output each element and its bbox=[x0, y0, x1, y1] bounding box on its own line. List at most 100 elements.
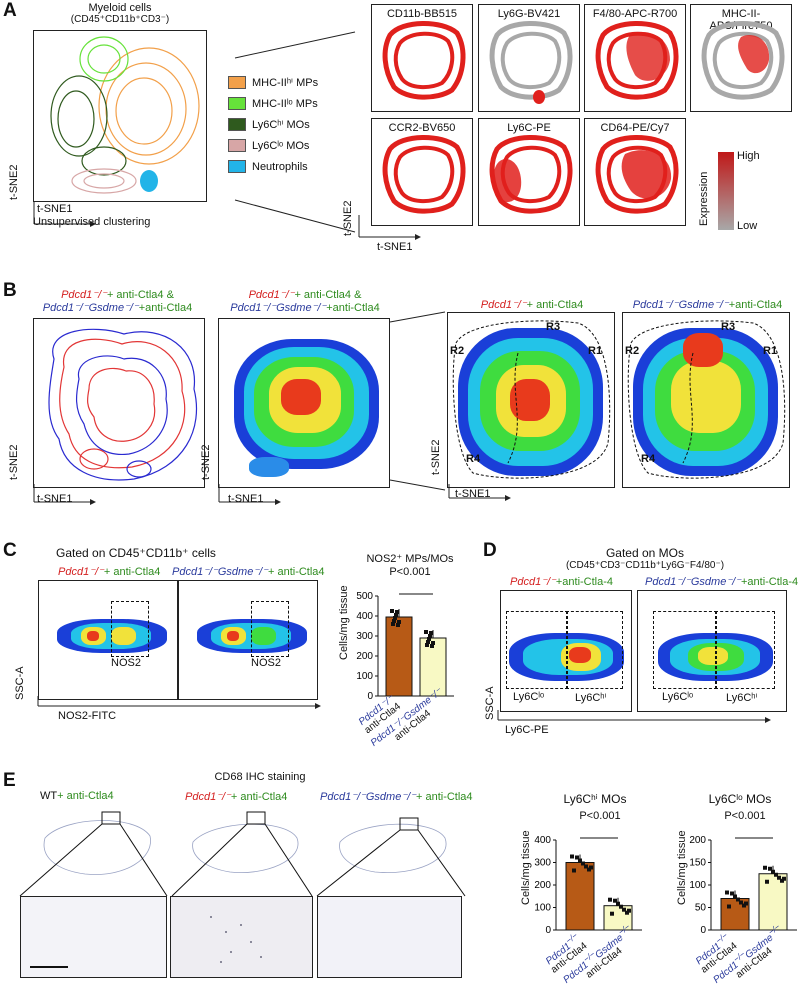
data-point bbox=[613, 898, 617, 903]
y-tick-label: 400 bbox=[534, 835, 551, 846]
data-point bbox=[733, 894, 737, 899]
nos2-ylabel: SSC-A bbox=[14, 666, 26, 700]
data-point bbox=[391, 622, 395, 626]
panel-label-a: A bbox=[3, 0, 17, 21]
marker-cloud bbox=[489, 21, 573, 100]
data-point bbox=[739, 900, 743, 905]
legend-item: Ly6Cˡᵒ MOs bbox=[228, 135, 318, 156]
marker-title: F4/80-APC-R700 bbox=[592, 8, 678, 20]
data-point bbox=[725, 890, 729, 895]
data-point bbox=[570, 854, 574, 859]
marker-cloud bbox=[595, 21, 679, 100]
overlay-tsne-plot bbox=[33, 318, 205, 488]
data-point bbox=[581, 861, 585, 866]
marker-hotspot bbox=[621, 150, 672, 199]
y-tick-label: 400 bbox=[356, 611, 373, 622]
marker-title: Ly6G-BV421 bbox=[497, 8, 561, 20]
ly6c-flow-plot-1: Ly6Cˡᵒ Ly6Cʰⁱ bbox=[500, 590, 632, 712]
data-point bbox=[427, 637, 431, 641]
bar bbox=[385, 616, 413, 697]
data-point bbox=[619, 904, 623, 909]
panel-a-ylabel: t-SNE2 bbox=[8, 164, 20, 200]
panel-c-plot2-title: Pdcd1⁻/⁻Gsdme⁻/⁻+ anti-Ctla4 bbox=[172, 566, 325, 578]
heat-xlabel: t-SNE1 bbox=[228, 493, 264, 505]
nos2-flow-plot-1: NOS2 bbox=[38, 580, 178, 700]
data-point bbox=[584, 864, 588, 869]
data-point bbox=[622, 907, 626, 912]
marker-cloud bbox=[382, 21, 466, 100]
data-point bbox=[395, 610, 399, 614]
nos2-bar-ylabel: Cells/mg tissue bbox=[338, 585, 350, 660]
data-point bbox=[572, 868, 576, 873]
data-point bbox=[394, 613, 398, 617]
overlay-ylabel: t-SNE2 bbox=[8, 444, 20, 480]
ly6clo-pvalue: P<0.001 bbox=[724, 810, 766, 822]
zoom-lines-b bbox=[389, 311, 446, 491]
data-point bbox=[774, 872, 778, 877]
data-point bbox=[396, 623, 400, 627]
data-point bbox=[768, 866, 772, 871]
ly6c-hi-label: Ly6Cʰⁱ bbox=[726, 692, 758, 704]
marker-cloud bbox=[393, 145, 455, 204]
data-point bbox=[744, 901, 748, 906]
y-tick-label: 100 bbox=[689, 880, 706, 891]
y-tick-label: 500 bbox=[356, 591, 373, 602]
ihc-overview-row bbox=[19, 811, 466, 897]
marker-hotspot bbox=[626, 32, 670, 81]
ly6clo-bar-chart: 0 50 100 150 200 bbox=[689, 835, 797, 936]
marker-cloud bbox=[712, 31, 774, 90]
marker-tsne-plot: CD11b-BB515 bbox=[371, 4, 473, 112]
data-point bbox=[578, 858, 582, 863]
marker-map bbox=[489, 135, 573, 214]
region-outline bbox=[627, 320, 786, 479]
nos2-pvalue: P<0.001 bbox=[389, 566, 431, 578]
panel-c-gate-title: Gated on CD45⁺CD11b⁺ cells bbox=[56, 546, 216, 560]
region-axes bbox=[448, 484, 511, 501]
y-tick-label: 300 bbox=[534, 858, 551, 869]
nos2-bar-chart: 0 100 200 300 400 500 bbox=[356, 591, 454, 702]
panel-d-gate-title: Gated on MOs (CD45⁺CD3⁻CD11b⁺Ly6G⁻F4/80⁻) bbox=[565, 546, 725, 571]
ly6c-flow-plot-2: Ly6Cˡᵒ Ly6Cʰⁱ bbox=[637, 590, 787, 712]
panel-a-xlabel: t-SNE1 bbox=[37, 203, 73, 215]
nos2-xlabel: NOS2-FITC bbox=[58, 710, 117, 722]
data-point bbox=[763, 865, 767, 870]
marker-title: CD64-PE/Cy7 bbox=[600, 122, 670, 134]
data-point bbox=[727, 904, 731, 909]
ly6c-ylabel: SSC-A bbox=[484, 686, 496, 720]
marker-tsne-plot: Ly6C-PE bbox=[478, 118, 580, 226]
data-point bbox=[426, 640, 430, 644]
grid-xlabel: t-SNE1 bbox=[377, 241, 413, 253]
legend-item: Ly6Cʰⁱ MOs bbox=[228, 114, 318, 135]
overlay-xlabel: t-SNE1 bbox=[37, 493, 73, 505]
ly6chi-bar-chart: 0 100 200 300 400 bbox=[534, 835, 642, 936]
region-plot2-title: Pdcd1⁻/⁻Gsdme⁻/⁻+anti-Ctla4 bbox=[632, 299, 783, 311]
data-point bbox=[765, 879, 769, 884]
clustering-tsne-plot bbox=[33, 30, 207, 202]
nos2-gate-label: NOS2 bbox=[251, 657, 281, 669]
panel-label-e: E bbox=[3, 770, 16, 791]
marker-tsne-plot: CCR2-BV650 bbox=[371, 118, 473, 226]
data-point bbox=[627, 908, 631, 913]
marker-cloud bbox=[701, 21, 785, 100]
zoom-lines-a bbox=[234, 31, 356, 233]
ly6clo-bar-title: Ly6Cˡᵒ MOs bbox=[708, 792, 772, 806]
region-density-plot-2: R2 R3 R1 R4 bbox=[622, 312, 790, 488]
marker-cloud bbox=[500, 31, 562, 90]
data-point bbox=[610, 911, 614, 916]
marker-map bbox=[382, 135, 466, 214]
nos2-gate bbox=[251, 601, 289, 657]
marker-map bbox=[489, 21, 573, 104]
data-point bbox=[390, 609, 394, 613]
marker-cloud bbox=[393, 31, 455, 90]
bar bbox=[565, 862, 595, 931]
overlay-title: Pdcd1⁻/⁻+ anti-Ctla4 & Pdcd1⁻/⁻Gsdme⁻/⁻+… bbox=[42, 289, 193, 314]
colorbar-label: Expression bbox=[698, 171, 710, 226]
marker-cloud bbox=[382, 135, 466, 214]
legend-item: Neutrophils bbox=[228, 156, 318, 177]
ihc-col2-title: Pdcd1⁻/⁻+ anti-Ctla4 bbox=[185, 791, 288, 803]
legend-item: MHC-IIʰⁱ MPs bbox=[228, 72, 318, 93]
panel-d-plot2-title: Pdcd1⁻/⁻Gsdme⁻/⁻+anti-Ctla-4 bbox=[645, 576, 799, 588]
ly6chi-pvalue: P<0.001 bbox=[579, 810, 621, 822]
panel-a-caption: Unsupervised clustering bbox=[33, 216, 151, 228]
overlay-axes bbox=[33, 484, 96, 505]
